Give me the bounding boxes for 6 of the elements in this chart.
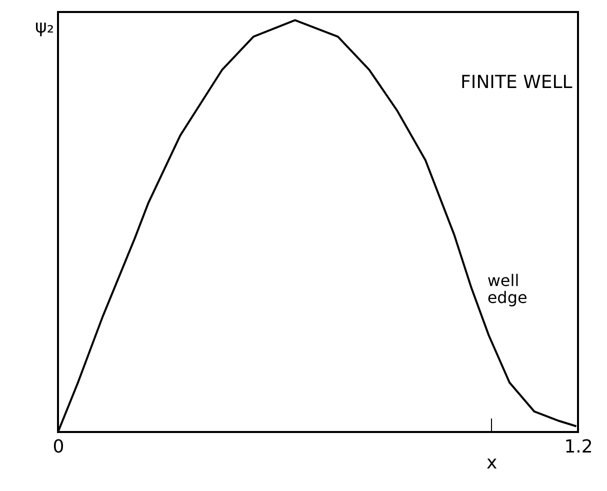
x-axis-title: x [486,452,498,474]
annotation: well edge [487,270,528,307]
x-tick-label: 0 [52,436,64,458]
y-axis-title: ψ₂ [34,16,54,38]
text: FINITE WELL [460,72,572,93]
x-tick-label: 1.2 [564,436,593,458]
